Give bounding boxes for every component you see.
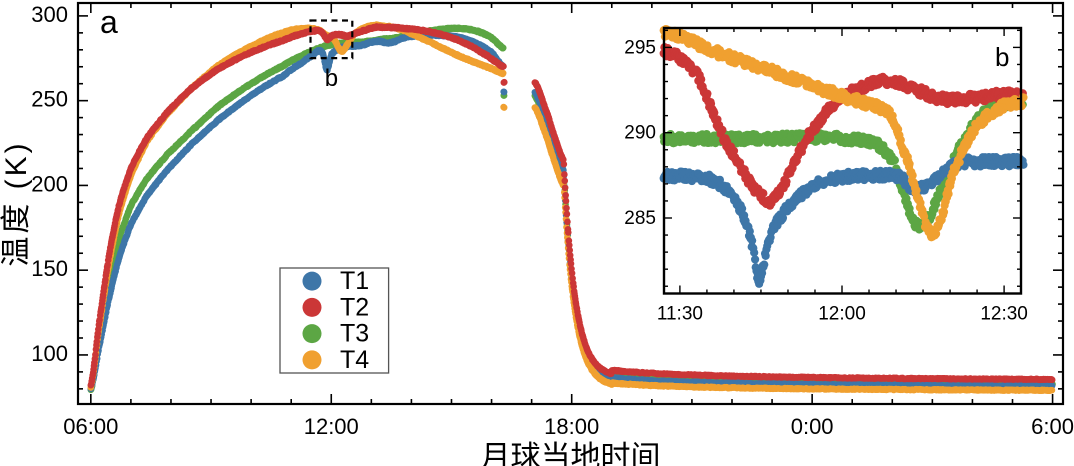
svg-text:06:00: 06:00	[63, 414, 118, 439]
svg-text:100: 100	[31, 341, 68, 366]
svg-text:200: 200	[31, 171, 68, 196]
svg-text:18:00: 18:00	[544, 414, 599, 439]
svg-text:a: a	[100, 4, 118, 40]
svg-text:300: 300	[31, 2, 68, 27]
svg-text:0:00: 0:00	[791, 414, 834, 439]
svg-text:12:00: 12:00	[304, 414, 359, 439]
svg-text:250: 250	[31, 87, 68, 112]
svg-text:150: 150	[31, 256, 68, 281]
svg-text:月球当地时间: 月球当地时间	[481, 441, 661, 466]
svg-text:温度 (K): 温度 (K)	[0, 140, 33, 266]
svg-text:6:00: 6:00	[1031, 414, 1074, 439]
